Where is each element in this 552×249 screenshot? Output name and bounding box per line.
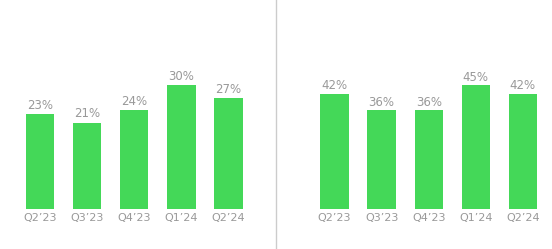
Bar	[461, 85, 490, 209]
Bar	[120, 110, 148, 209]
Bar	[214, 98, 243, 209]
Text: 21%: 21%	[74, 108, 100, 121]
Text: 27%: 27%	[215, 83, 242, 96]
Text: 42%: 42%	[510, 79, 536, 92]
Text: 42%: 42%	[321, 79, 348, 92]
Text: 30%: 30%	[168, 70, 194, 83]
Bar	[167, 85, 195, 209]
Bar	[26, 114, 54, 209]
Bar	[415, 110, 443, 209]
Text: 23%: 23%	[27, 99, 53, 112]
Bar	[509, 94, 537, 209]
Text: 36%: 36%	[369, 96, 395, 109]
Text: 24%: 24%	[121, 95, 147, 108]
Text: 36%: 36%	[416, 96, 442, 109]
Bar	[368, 110, 396, 209]
Bar	[73, 123, 102, 209]
Text: 45%: 45%	[463, 71, 489, 84]
Bar	[320, 94, 349, 209]
